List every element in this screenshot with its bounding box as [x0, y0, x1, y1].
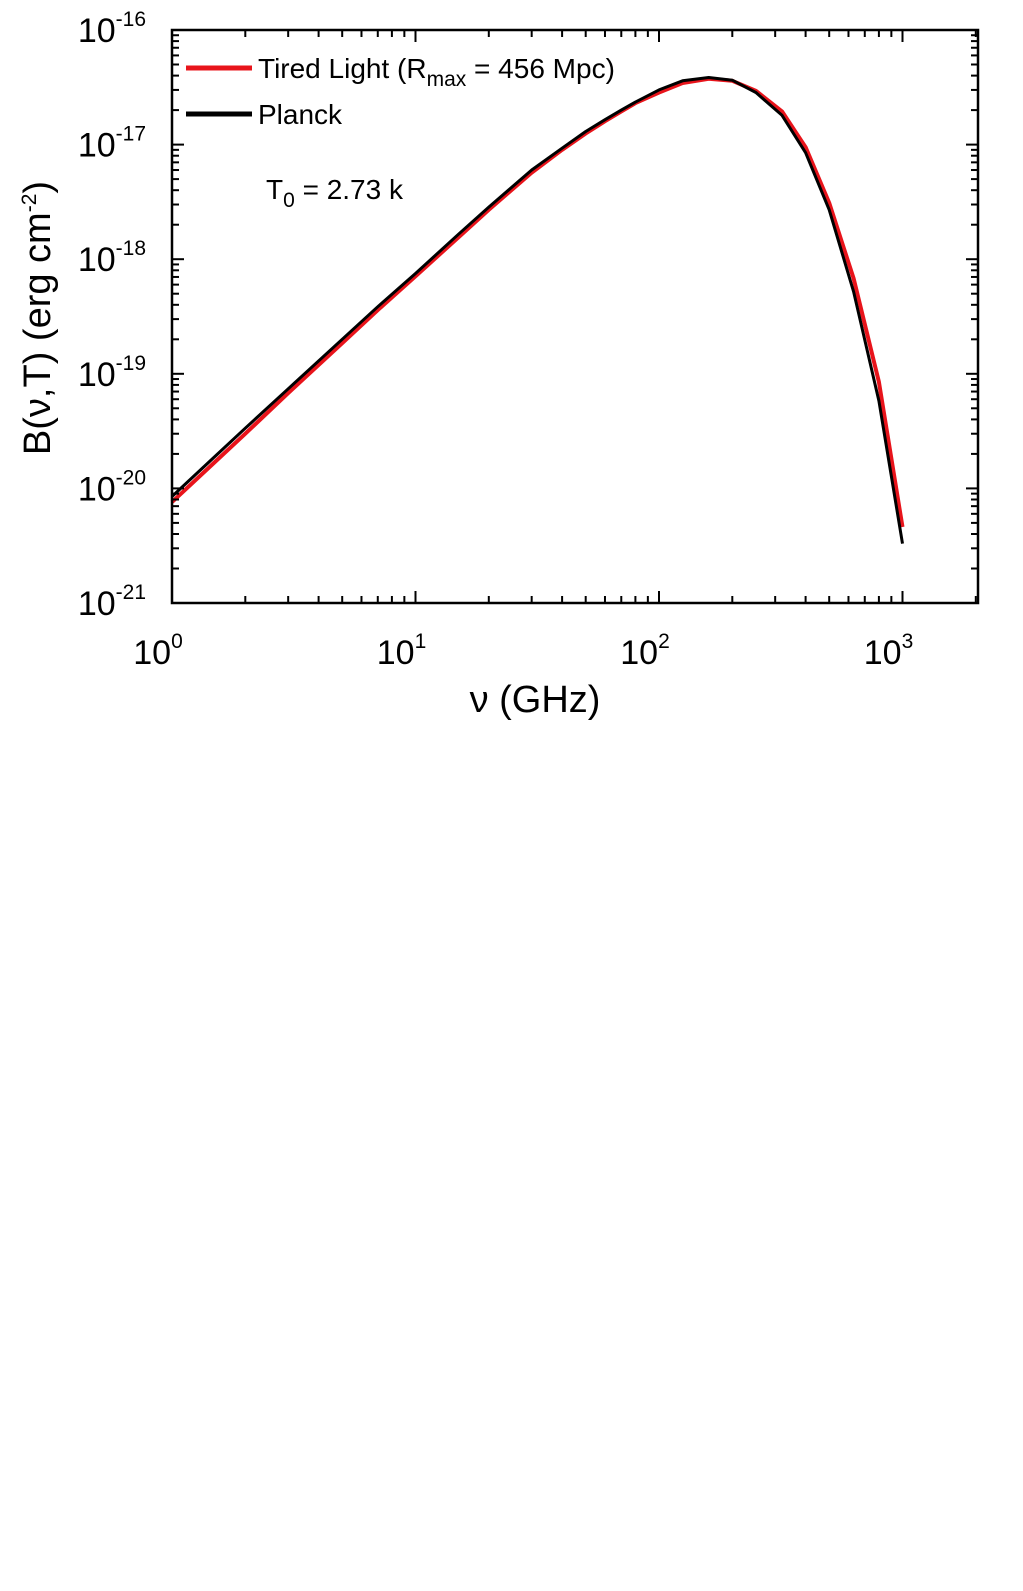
x-tick-label: 102	[620, 630, 670, 672]
legend-label-tired-light: Tired Light (Rmax = 456 Mpc)	[258, 53, 615, 91]
y-tick-label: 10-19	[78, 352, 146, 394]
legend-label-planck: Planck	[258, 99, 343, 130]
x-tick-label: 100	[133, 630, 183, 672]
y-tick-label: 10-20	[78, 466, 146, 508]
x-tick-label: 101	[377, 630, 427, 672]
labels-layer: 100 101 102 103 10-21 10-20 10-19 10-18 10-17 10-…	[78, 8, 913, 672]
series-line-0	[170, 76, 905, 528]
y-axis-label-prefix: B(ν,T) (erg cm	[17, 212, 59, 455]
y-tick-label: 10-18	[78, 237, 146, 279]
temperature-annotation: T0 = 2.73 k	[266, 174, 404, 212]
series-layer	[170, 76, 905, 544]
y-tick-label: 10-21	[78, 581, 146, 623]
legend: Tired Light (Rmax = 456 Mpc) Planck	[186, 53, 615, 130]
y-axis-label-exponent: -2	[18, 194, 41, 213]
y-axis-label-suffix: )	[17, 181, 59, 194]
x-tick-label: 103	[864, 630, 914, 672]
y-tick-label: 10-16	[78, 8, 146, 50]
series-line-1	[170, 76, 904, 544]
ticks-layer	[171, 29, 978, 604]
y-axis-label: B(ν,T) (erg cm-2)	[17, 181, 59, 455]
x-axis-label: ν (GHz)	[470, 679, 601, 721]
plot-frame	[170, 28, 980, 605]
y-tick-label: 10-17	[78, 123, 146, 165]
